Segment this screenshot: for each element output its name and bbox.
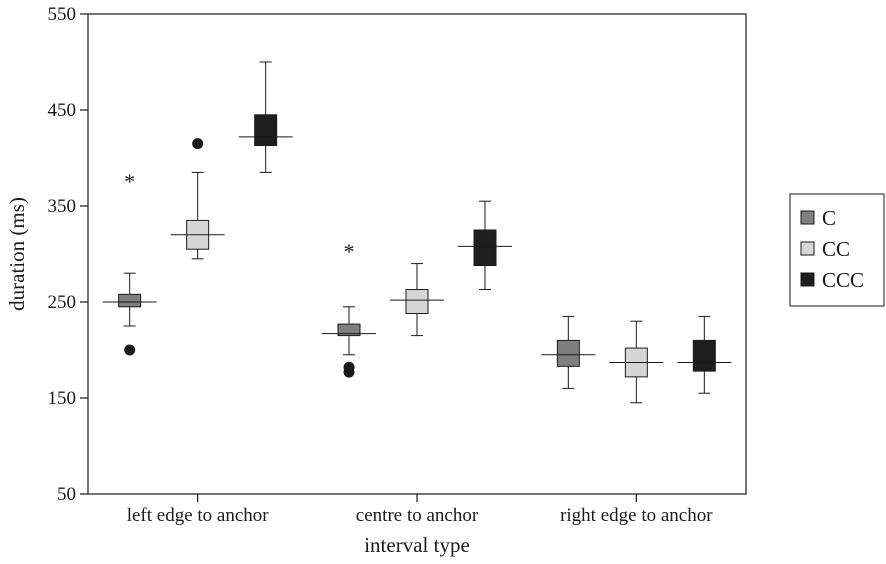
legend-label-CC: CC (822, 237, 850, 261)
y-tick-label: 350 (48, 196, 77, 217)
plot-area (87, 13, 747, 495)
y-tick-label: 50 (57, 484, 76, 505)
box-iqr (692, 339, 716, 372)
legend-label-C: C (822, 206, 836, 230)
x-tick-label: left edge to anchor (127, 505, 270, 526)
box-C-1: * (322, 239, 376, 378)
legend-swatch-CC (800, 241, 815, 256)
x-axis: left edge to anchor centre to anchor right… (127, 494, 713, 526)
legend-swatch-C (800, 210, 815, 225)
outlier-point (192, 138, 204, 150)
box-C-0: * (102, 169, 157, 356)
extreme-point: * (124, 169, 135, 194)
outlier-point (343, 366, 355, 378)
box-CC-2 (609, 320, 664, 404)
extreme-point: * (344, 239, 355, 264)
y-tick-label: 150 (48, 388, 77, 409)
box-iqr (473, 229, 497, 267)
y-tick-label: 450 (48, 100, 77, 121)
y-tick-label: 550 (48, 4, 77, 25)
box-iqr (405, 289, 429, 315)
box-CCC-1 (458, 200, 512, 291)
legend-label-CCC: CCC (822, 268, 864, 292)
y-tick-label: 250 (48, 292, 77, 313)
x-axis-title: interval type (364, 533, 470, 557)
y-axis-title: duration (ms) (5, 197, 29, 311)
box-C-2 (541, 315, 596, 389)
box-series: ** (102, 61, 732, 404)
box-CC-1 (390, 263, 444, 337)
x-tick-label: right edge to anchor (560, 505, 713, 526)
x-tick-label: centre to anchor (356, 505, 479, 526)
box-iqr (254, 114, 278, 147)
y-axis: 50 150 250 350 450 550 (48, 4, 88, 505)
outlier-point (124, 344, 136, 356)
box-iqr (556, 339, 580, 367)
box-iqr (118, 293, 142, 308)
legend-swatch-CCC (800, 272, 815, 287)
box-iqr (337, 323, 361, 337)
box-CCC-2 (677, 315, 732, 394)
box-CCC-0 (238, 61, 293, 173)
box-CC-0 (170, 138, 225, 260)
